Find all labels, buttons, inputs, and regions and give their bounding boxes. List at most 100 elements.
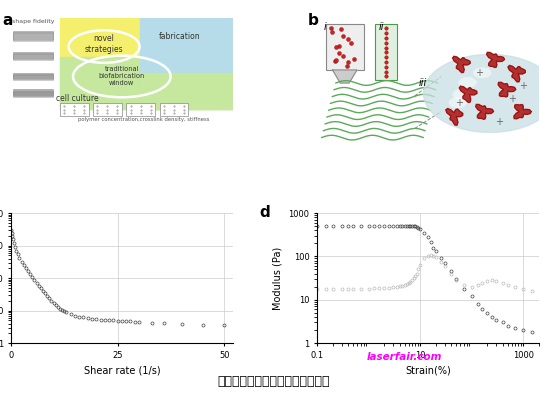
Circle shape	[449, 97, 467, 108]
Text: +: +	[455, 97, 463, 107]
Y-axis label: Modulus (Pa): Modulus (Pa)	[273, 247, 283, 310]
G'	[345, 223, 351, 228]
Text: b: b	[308, 13, 319, 28]
FancyBboxPatch shape	[13, 53, 53, 59]
G'	[365, 223, 372, 228]
G'	[448, 269, 455, 274]
G''	[448, 271, 455, 276]
Circle shape	[473, 68, 491, 78]
G''	[345, 286, 351, 291]
Text: +: +	[475, 67, 483, 77]
Text: cell culture: cell culture	[56, 94, 99, 103]
FancyBboxPatch shape	[60, 103, 89, 116]
Text: d: d	[259, 205, 270, 220]
Bar	[139, 18, 232, 109]
G''	[415, 267, 421, 272]
G''	[499, 280, 506, 285]
G''	[399, 283, 405, 288]
G'	[493, 317, 499, 322]
Text: laserfair.com: laserfair.com	[367, 352, 443, 362]
G''	[339, 286, 345, 291]
G'	[339, 223, 345, 228]
G'	[410, 224, 417, 229]
G''	[421, 256, 428, 261]
Polygon shape	[452, 56, 470, 73]
Polygon shape	[487, 52, 504, 67]
G''	[386, 285, 392, 290]
FancyBboxPatch shape	[326, 24, 364, 70]
FancyBboxPatch shape	[13, 74, 53, 79]
Text: polymer concentration,crosslink density, stiffness: polymer concentration,crosslink density,…	[78, 117, 210, 122]
G'	[430, 245, 437, 250]
G'	[357, 223, 364, 228]
G'	[350, 223, 356, 228]
FancyBboxPatch shape	[160, 103, 188, 116]
G'	[314, 224, 321, 229]
G''	[441, 264, 448, 269]
FancyBboxPatch shape	[126, 103, 155, 116]
G'	[415, 225, 421, 230]
G'	[512, 326, 519, 331]
FancyBboxPatch shape	[13, 52, 53, 58]
Polygon shape	[446, 109, 463, 125]
Circle shape	[459, 77, 476, 88]
G''	[453, 278, 459, 283]
G'	[413, 225, 420, 229]
G'	[399, 223, 405, 228]
FancyBboxPatch shape	[13, 32, 53, 40]
G''	[350, 286, 356, 291]
G''	[376, 285, 382, 290]
G'	[489, 315, 496, 320]
G'	[409, 223, 415, 228]
Polygon shape	[498, 82, 516, 97]
X-axis label: Strain(%): Strain(%)	[405, 365, 451, 375]
G'	[499, 320, 506, 325]
G'	[484, 310, 491, 315]
FancyBboxPatch shape	[13, 89, 53, 95]
FancyBboxPatch shape	[13, 54, 53, 60]
G'	[417, 227, 423, 232]
G''	[397, 283, 403, 288]
FancyBboxPatch shape	[93, 103, 122, 116]
G'	[427, 239, 434, 244]
G''	[427, 252, 434, 257]
G''	[393, 284, 400, 289]
Line: G': G'	[316, 224, 534, 334]
G'	[504, 324, 511, 328]
Text: +: +	[508, 94, 516, 104]
G''	[413, 271, 420, 276]
G''	[504, 282, 511, 287]
G'	[381, 223, 387, 228]
Text: fabrication: fabrication	[159, 32, 200, 41]
G''	[404, 282, 410, 286]
FancyBboxPatch shape	[13, 92, 53, 97]
Polygon shape	[514, 105, 531, 119]
G''	[493, 279, 499, 283]
G''	[329, 286, 336, 291]
G''	[461, 282, 467, 287]
G''	[371, 285, 378, 290]
Text: ii: ii	[379, 22, 385, 32]
G'	[404, 223, 410, 228]
G'	[529, 330, 536, 334]
G'	[438, 256, 444, 261]
G'	[405, 223, 412, 228]
G''	[410, 276, 417, 281]
G''	[323, 286, 329, 291]
FancyBboxPatch shape	[13, 33, 53, 41]
G'	[468, 294, 475, 299]
G'	[461, 286, 467, 291]
Text: +: +	[519, 81, 527, 91]
FancyBboxPatch shape	[375, 24, 397, 80]
FancyBboxPatch shape	[13, 75, 53, 80]
Text: 图片说明用于生物印刷的生物油墨: 图片说明用于生物印刷的生物油墨	[217, 375, 330, 387]
G'	[390, 223, 397, 228]
Text: i: i	[324, 22, 327, 32]
Bar	[60, 57, 171, 109]
G''	[405, 281, 412, 286]
G''	[381, 285, 387, 290]
G''	[390, 284, 397, 289]
Polygon shape	[476, 105, 493, 119]
G''	[479, 280, 486, 285]
G'	[520, 328, 527, 332]
